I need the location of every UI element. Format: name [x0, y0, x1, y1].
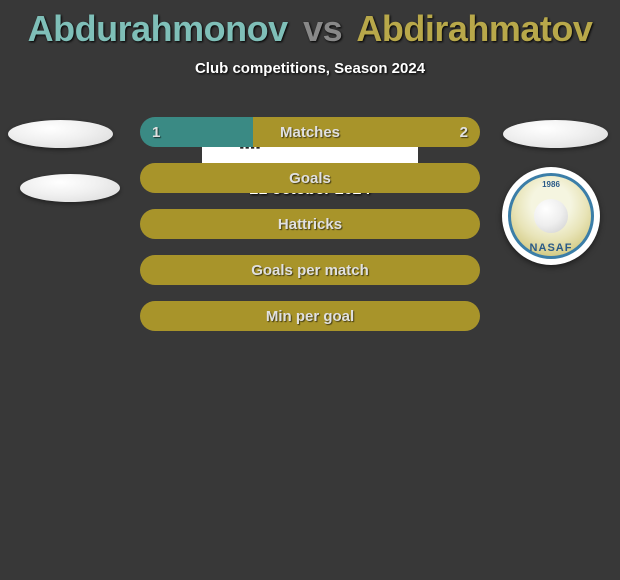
right-ellipse-1 — [503, 120, 608, 148]
bar-label: Hattricks — [140, 209, 480, 239]
bar-left-value: 1 — [140, 117, 172, 147]
badge-ball-icon — [534, 199, 568, 233]
bar-right-value: 2 — [448, 117, 480, 147]
stat-bar-matches: Matches1 2 — [140, 117, 480, 147]
player1-name: Abdurahmonov — [28, 8, 288, 49]
right-club-col: 1986 NASAF — [500, 117, 620, 457]
stats-stage: 1986 NASAF Matches1 2 Goals Hattricks Goals … — [0, 117, 620, 457]
left-ellipse-1 — [8, 120, 113, 148]
stat-bar-goals: Goals — [140, 163, 480, 193]
stat-bar-min-per-goal: Min per goal — [140, 301, 480, 331]
player2-name: Abdirahmatov — [356, 8, 592, 49]
comparison-title: Abdurahmonov vs Abdirahmatov — [0, 0, 620, 50]
stat-bar-hattricks: Hattricks — [140, 209, 480, 239]
left-club-col — [0, 117, 120, 457]
badge-year: 1986 — [542, 180, 560, 189]
club-badge: 1986 NASAF — [502, 167, 600, 265]
bar-label: Matches — [140, 117, 480, 147]
bar-label: Goals — [140, 163, 480, 193]
stat-bar-goals-per-match: Goals per match — [140, 255, 480, 285]
badge-name: NASAF — [530, 242, 573, 254]
subtitle: Club competitions, Season 2024 — [0, 60, 620, 77]
left-ellipse-2 — [20, 174, 120, 202]
badge-inner: 1986 NASAF — [508, 173, 594, 259]
stat-bars: Matches1 2 Goals Hattricks Goals per match Mi… — [140, 117, 480, 347]
bar-label: Min per goal — [140, 301, 480, 331]
vs-text: vs — [303, 8, 342, 49]
bar-label: Goals per match — [140, 255, 480, 285]
